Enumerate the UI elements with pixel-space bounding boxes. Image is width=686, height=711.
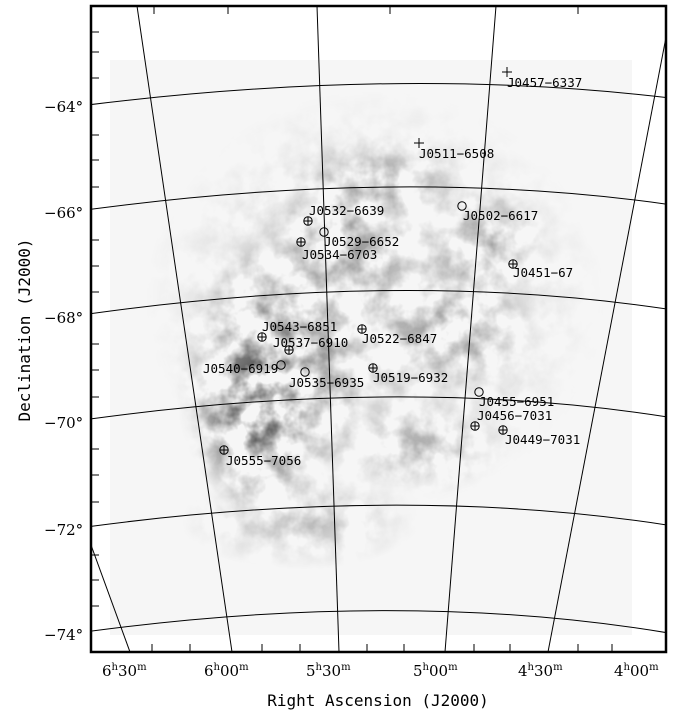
ra-tick-label: 5h30m [306, 662, 351, 680]
coordinate-grid [91, 6, 666, 652]
source-label: J0543−6851 [262, 319, 337, 334]
dec-tick-labels: −64° −66° −68° −70° −72° −74° [44, 98, 83, 644]
dec-tick-label: −72° [44, 521, 83, 539]
dec-tick-label: −66° [44, 204, 83, 222]
source-marker [284, 345, 294, 355]
frame-ticks [91, 6, 613, 652]
source-label: J0537−6910 [273, 335, 348, 350]
source-label: J0451−67 [513, 265, 573, 280]
source-marker [368, 363, 378, 373]
source-marker [296, 237, 306, 247]
source-marker [474, 387, 484, 397]
source-marker [414, 138, 424, 148]
source-label: J0511−6508 [419, 146, 494, 161]
source-marker [219, 445, 229, 455]
source-label: J0457−6337 [507, 75, 582, 90]
source-label: J0519−6932 [373, 370, 448, 385]
source-label: J0540−6919 [203, 361, 278, 376]
source-label: J0532−6639 [309, 203, 384, 218]
source-marker [457, 201, 467, 211]
source-label: J0456−7031 [477, 408, 552, 423]
hi-emission-image [110, 60, 632, 635]
source-label: J0555−7056 [226, 453, 301, 468]
source-marker [502, 67, 512, 77]
dec-tick-label: −74° [44, 626, 83, 644]
ra-tick-label: 6h30m [102, 662, 147, 680]
sources-layer: J0457−6337 J0511−6508 J0532−6639 J0502−6617… [203, 67, 582, 468]
source-marker [357, 324, 367, 334]
source-label: J0529−6652 [324, 234, 399, 249]
ra-tick-label: 6h00m [204, 662, 249, 680]
ra-tick-label: 5h00m [413, 662, 458, 680]
dec-tick-label: −70° [44, 414, 83, 432]
source-marker [300, 367, 310, 377]
source-label: J0449−7031 [505, 432, 580, 447]
source-marker [303, 216, 313, 226]
ra-tick-label: 4h00m [614, 662, 659, 680]
source-label: J0502−6617 [463, 208, 538, 223]
dec-tick-label: −64° [44, 98, 83, 116]
source-label: J0522−6847 [362, 331, 437, 346]
x-axis-title: Right Ascension (J2000) [267, 691, 489, 710]
source-marker [276, 360, 286, 370]
source-marker [508, 259, 518, 269]
plot-frame [89, 4, 668, 654]
y-axis-title: Declination (J2000) [15, 238, 34, 421]
source-marker [470, 421, 480, 431]
source-marker [257, 332, 267, 342]
source-label: J0534−6703 [302, 247, 377, 262]
ra-tick-label: 4h30m [518, 662, 563, 680]
source-label: J0535−6935 [289, 375, 364, 390]
source-label: J0455−6951 [479, 394, 554, 409]
dec-tick-label: −68° [44, 309, 83, 327]
ra-tick-labels: 6h30m 6h00m 5h30m 5h00m 4h30m 4h00m [102, 662, 659, 680]
source-marker [498, 425, 508, 435]
source-marker [319, 227, 329, 237]
